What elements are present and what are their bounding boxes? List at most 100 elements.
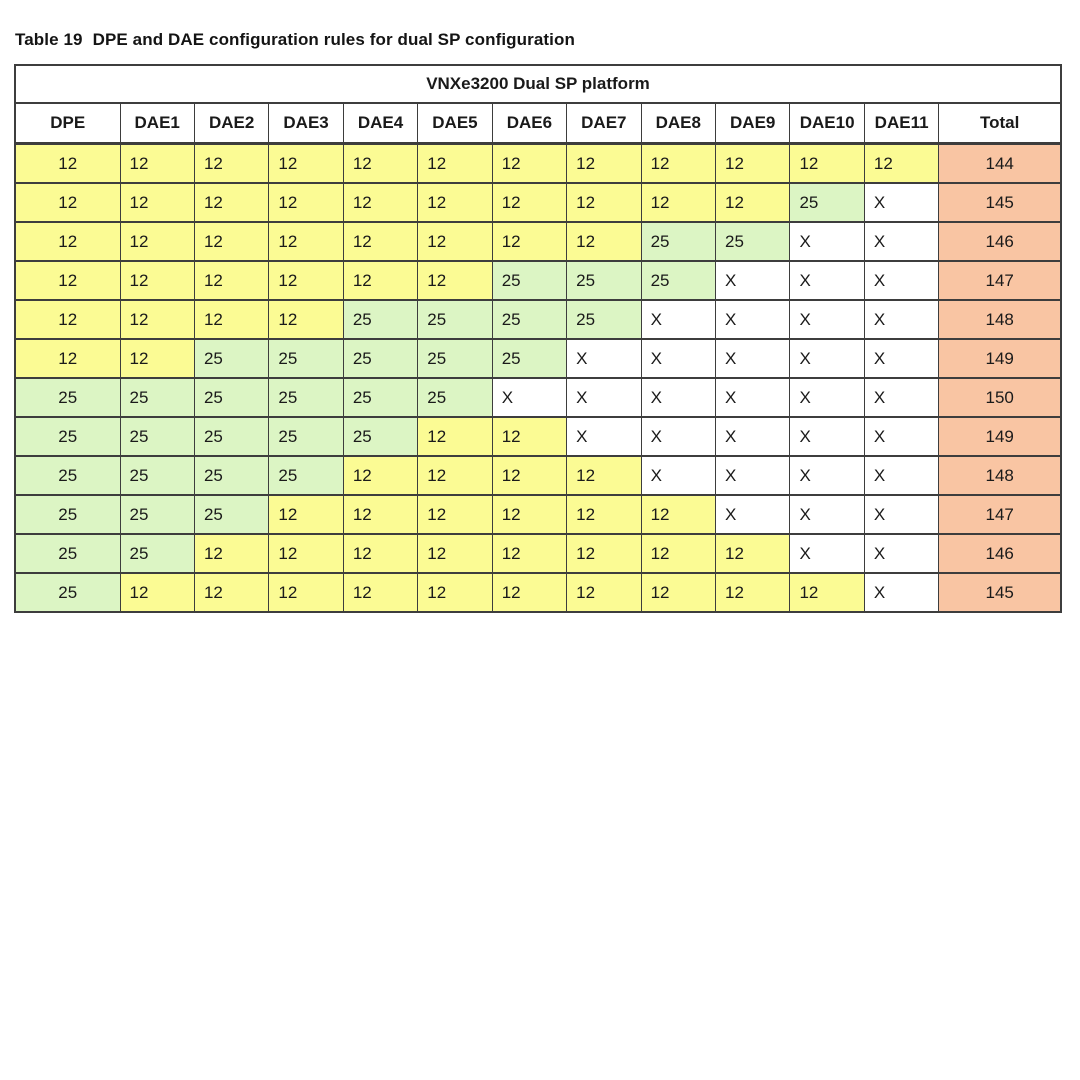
dae-cell: X: [863, 182, 940, 223]
dae-cell: 12: [417, 533, 493, 574]
dae-cell: 12: [417, 572, 493, 613]
dae-cell: 12: [417, 221, 493, 262]
dae-cell: 12: [491, 533, 568, 574]
dae-cell: 25: [268, 338, 344, 379]
column-header-dae7: DAE7: [566, 102, 642, 145]
dae-cell: 25: [193, 455, 270, 496]
dae-cell: 12: [566, 533, 642, 574]
dae-cell: X: [863, 533, 940, 574]
dae-cell: 12: [119, 142, 195, 184]
dae-cell: 12: [417, 494, 493, 535]
dpe-cell: 25: [14, 455, 121, 496]
column-header-row: DPE DAE1 DAE2 DAE3 DAE4 DAE5 DAE6 DAE7 DAE8 DAE9 D…: [14, 102, 1062, 145]
dae-cell: 12: [193, 572, 270, 613]
column-header-dae5: DAE5: [417, 102, 493, 145]
dae-cell: X: [714, 494, 791, 535]
dae-cell: 12: [714, 142, 791, 184]
dae-cell: 25: [417, 377, 493, 418]
dae-cell: 25: [342, 377, 419, 418]
dae-cell: X: [789, 455, 865, 496]
dae-cell: 12: [640, 494, 717, 535]
dae-cell: 12: [268, 299, 344, 340]
total-cell: 145: [938, 572, 1062, 613]
dae-cell: 12: [342, 260, 419, 301]
total-cell: 149: [938, 338, 1062, 379]
dae-cell: 25: [566, 260, 642, 301]
total-cell: 144: [938, 142, 1062, 184]
total-cell: 146: [938, 221, 1062, 262]
dae-cell: X: [640, 299, 717, 340]
dae-cell: 25: [566, 299, 642, 340]
dae-cell: 12: [640, 142, 717, 184]
dae-cell: 12: [342, 455, 419, 496]
dae-cell: 25: [193, 494, 270, 535]
dae-cell: 12: [640, 533, 717, 574]
dpe-cell: 12: [14, 299, 121, 340]
dae-cell: X: [863, 338, 940, 379]
column-header-dae11: DAE11: [863, 102, 940, 145]
table-caption-label: Table 19: [15, 30, 83, 49]
dae-cell: 12: [342, 494, 419, 535]
dpe-cell: 25: [14, 377, 121, 418]
dae-cell: X: [789, 338, 865, 379]
column-header-dae10: DAE10: [789, 102, 865, 145]
config-row: 25 25 25 25 25 25 X X X X X X 150: [14, 377, 1062, 418]
dae-cell: 12: [268, 572, 344, 613]
dae-cell: 25: [491, 260, 568, 301]
dpe-cell: 12: [14, 142, 121, 184]
dae-cell: X: [640, 377, 717, 418]
dae-cell: 12: [119, 338, 195, 379]
dae-cell: 12: [119, 260, 195, 301]
dae-cell: X: [863, 299, 940, 340]
dae-cell: X: [714, 299, 791, 340]
total-cell: 148: [938, 299, 1062, 340]
dae-cell: 12: [417, 142, 493, 184]
dae-cell: 12: [491, 416, 568, 457]
total-cell: 148: [938, 455, 1062, 496]
dae-cell: 12: [342, 572, 419, 613]
dae-cell: X: [789, 416, 865, 457]
column-header-dae1: DAE1: [119, 102, 195, 145]
platform-header: VNXe3200 Dual SP platform: [14, 64, 1062, 104]
dae-cell: 12: [119, 221, 195, 262]
config-row: 12 12 25 25 25 25 25 X X X X X 149: [14, 338, 1062, 379]
dae-cell: 12: [342, 142, 419, 184]
dae-cell: 12: [417, 455, 493, 496]
dae-cell: 12: [193, 260, 270, 301]
dae-cell: 25: [268, 455, 344, 496]
dae-cell: X: [789, 377, 865, 418]
config-row: 25 12 12 12 12 12 12 12 12 12 12 X 145: [14, 572, 1062, 613]
table-caption-text: DPE and DAE configuration rules for dual…: [92, 30, 575, 49]
config-row: 12 12 12 12 12 12 25 25 25 X X X 147: [14, 260, 1062, 301]
dae-cell: X: [789, 221, 865, 262]
column-header-dae4: DAE4: [342, 102, 419, 145]
dae-cell: 12: [566, 572, 642, 613]
dae-cell: 12: [268, 142, 344, 184]
dae-cell: 25: [640, 260, 717, 301]
total-cell: 146: [938, 533, 1062, 574]
column-header-dae9: DAE9: [714, 102, 791, 145]
config-row: 12 12 12 12 12 12 12 12 12 12 12 12 144: [14, 142, 1062, 184]
dae-cell: 12: [566, 221, 642, 262]
dae-cell: 12: [119, 299, 195, 340]
total-cell: 145: [938, 182, 1062, 223]
config-row: 25 25 25 25 25 12 12 X X X X X 149: [14, 416, 1062, 457]
total-cell: 147: [938, 260, 1062, 301]
dae-cell: 25: [193, 338, 270, 379]
column-header-dpe: DPE: [14, 102, 121, 145]
dae-cell: 25: [491, 338, 568, 379]
column-header-dae6: DAE6: [491, 102, 568, 145]
dpe-cell: 25: [14, 572, 121, 613]
table-body: 12 12 12 12 12 12 12 12 12 12 12 12 144 12 12 12 12 12 12 1…: [14, 142, 1062, 613]
dpe-cell: 12: [14, 221, 121, 262]
config-row: 25 25 25 12 12 12 12 12 12 X X X 147: [14, 494, 1062, 535]
config-row: 12 12 12 12 25 25 25 25 X X X X 148: [14, 299, 1062, 340]
dae-cell: 12: [714, 182, 791, 223]
dae-cell: 12: [193, 533, 270, 574]
config-row: 12 12 12 12 12 12 12 12 12 12 25 X 145: [14, 182, 1062, 223]
dae-cell: 25: [119, 533, 195, 574]
dae-cell: 12: [566, 142, 642, 184]
dpe-cell: 12: [14, 260, 121, 301]
dae-cell: 12: [193, 299, 270, 340]
dae-cell: X: [863, 377, 940, 418]
